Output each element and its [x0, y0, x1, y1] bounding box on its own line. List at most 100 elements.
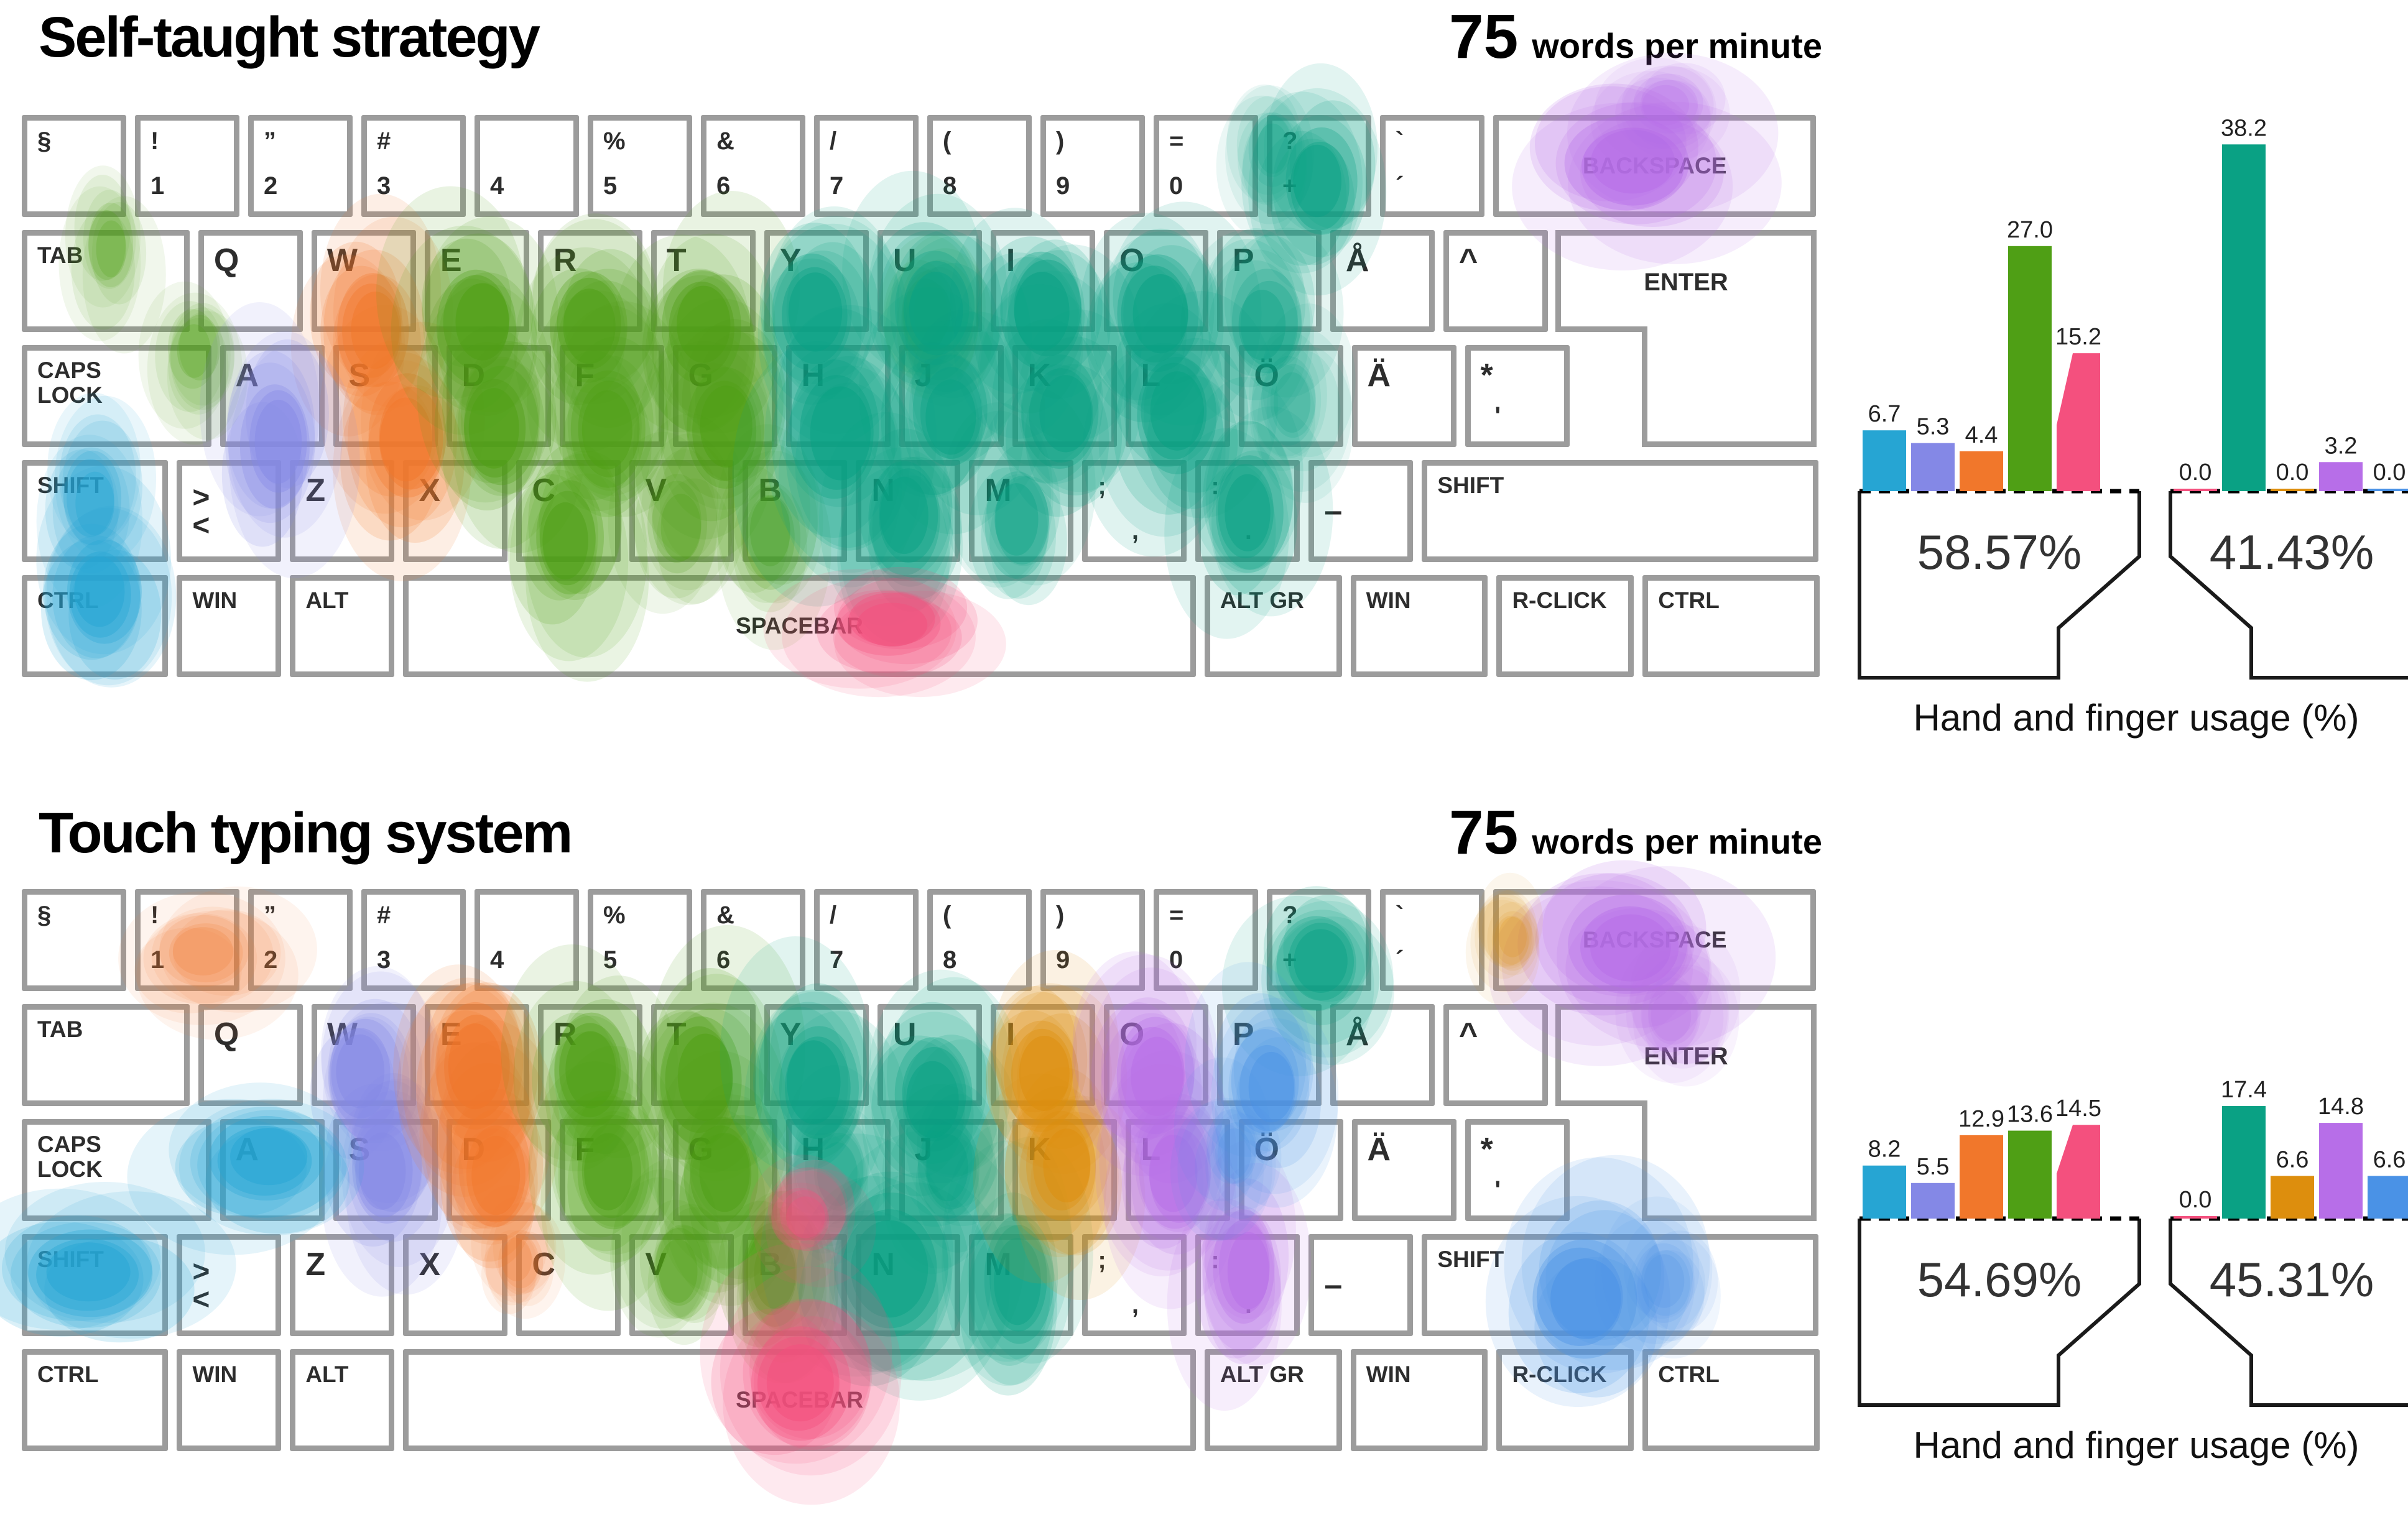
key-label: O: [1119, 242, 1145, 279]
key--: ;,: [1082, 460, 1187, 562]
key--: ` ´: [1380, 115, 1484, 217]
key-label: !: [150, 901, 159, 929]
key-c: C: [516, 460, 621, 562]
wpm-self-taught: 75 words per minute: [1294, 1, 1822, 73]
right-hand-shape: [2169, 491, 2408, 680]
key-enter-label: ENTER: [1644, 1043, 1728, 1070]
key-label: D: [461, 1132, 486, 1168]
key-label: R-CLICK: [1512, 588, 1607, 613]
key-g: G: [672, 345, 777, 447]
key--: ^: [1443, 1004, 1548, 1106]
key-label: U: [892, 1017, 917, 1053]
key-label: Ö: [1254, 1132, 1279, 1168]
key-sublabel: 7: [830, 172, 844, 200]
key-sublabel: <: [192, 509, 210, 542]
wpm-suffix: words per minute: [1532, 822, 1822, 861]
key-4: 4: [475, 889, 579, 991]
key-label: W: [326, 242, 358, 279]
key-g: G: [672, 1119, 777, 1221]
key-label: !: [150, 127, 159, 155]
title-touch-typing: Touch typing system: [39, 801, 573, 865]
key-label: CTRL: [1658, 1362, 1720, 1387]
wpm-touch-typing: 75 words per minute: [1294, 797, 1822, 869]
right-hand-shape: [2169, 1219, 2408, 1407]
key-label: (: [943, 127, 952, 155]
key-label: W: [326, 1017, 358, 1053]
key-j: J: [899, 1119, 1004, 1221]
key-backspace: BACKSPACE: [1493, 115, 1817, 217]
key-m: M: [969, 460, 1074, 562]
key-label: ”: [264, 901, 276, 929]
key-label: SPACEBAR: [736, 1387, 864, 1413]
key-ctrl: CTRL: [22, 575, 169, 677]
key-sublabel: 9: [1056, 172, 1070, 200]
key-f: F: [559, 1119, 664, 1221]
bar-right-index: [2222, 1106, 2266, 1219]
key-§: §: [22, 115, 126, 217]
key-label: :: [1211, 473, 1220, 500]
key--: % 5: [588, 115, 692, 217]
key-label: X: [419, 1247, 441, 1283]
key-sublabel: 0: [1169, 172, 1183, 200]
title-self-taught: Self-taught strategy: [39, 6, 540, 69]
key-label: N: [871, 473, 895, 509]
key-label: O: [1119, 1017, 1145, 1053]
key-label: CAPS LOCK: [37, 1132, 103, 1182]
bar-value-right-middle: 0.0: [2276, 459, 2309, 486]
key-label: ): [1056, 127, 1065, 155]
key-k: K: [1012, 1119, 1117, 1221]
key-sublabel: 8: [943, 172, 957, 200]
bar-right-pinky: [2368, 489, 2408, 491]
key-shift: SHIFT: [1422, 1234, 1818, 1336]
key-label: N: [871, 1247, 895, 1283]
key-win: WIN: [177, 1349, 282, 1451]
key--: ! 1: [135, 115, 239, 217]
key--: :.: [1195, 1234, 1300, 1336]
key-label: Z: [305, 473, 326, 509]
key-sublabel: 6: [716, 172, 731, 200]
key--: & 6: [701, 115, 805, 217]
key-alt: ALT: [290, 1349, 395, 1451]
key--: –: [1308, 1234, 1414, 1336]
key-label: H: [801, 1132, 825, 1168]
key-label: –: [1324, 1266, 1343, 1303]
key-b: B: [743, 1234, 848, 1336]
key-h: H: [785, 1119, 891, 1221]
key-spacebar: SPACEBAR: [403, 1349, 1196, 1451]
bar-right-thumb: [2174, 489, 2217, 491]
key-label: CAPS LOCK: [37, 357, 103, 408]
key--: ” 2: [248, 115, 353, 217]
key--: = 0: [1154, 115, 1258, 217]
key-sublabel: 0: [1169, 946, 1183, 974]
key--: ) 9: [1040, 889, 1145, 991]
key-label: M: [984, 1247, 1012, 1283]
bar-value-right-thumb: 0.0: [2179, 1187, 2212, 1213]
key-sublabel: 1: [150, 172, 165, 200]
key-p: P: [1216, 1004, 1322, 1106]
key--: ^: [1443, 230, 1548, 332]
key-o: O: [1103, 1004, 1208, 1106]
key--: * ': [1465, 345, 1570, 447]
key-label: M: [984, 473, 1012, 509]
key-sublabel: .: [1244, 1291, 1252, 1319]
key-label: TAB: [37, 242, 83, 268]
key--: (8: [927, 115, 1032, 217]
key-label: SHIFT: [37, 473, 104, 498]
key-label: R: [553, 242, 577, 279]
key-label: X: [419, 473, 441, 509]
key-label: S: [348, 1132, 371, 1168]
key-label: ALT: [305, 1362, 349, 1387]
key-e: E: [424, 1004, 529, 1106]
bar-value-left-index: 13.6: [2007, 1102, 2053, 1128]
key-sublabel: 6: [716, 946, 731, 974]
key-sublabel: 8: [943, 946, 957, 974]
key-sublabel: ´: [1396, 172, 1404, 200]
key-s: S: [333, 1119, 438, 1221]
key-s: S: [333, 345, 438, 447]
key-label: *: [1480, 1132, 1493, 1168]
bar-value-right-thumb: 0.0: [2179, 459, 2212, 486]
key-label: –: [1324, 492, 1343, 529]
key-label: B: [758, 1247, 782, 1283]
key-d: D: [446, 1119, 551, 1221]
key-sublabel: 2: [264, 946, 278, 974]
